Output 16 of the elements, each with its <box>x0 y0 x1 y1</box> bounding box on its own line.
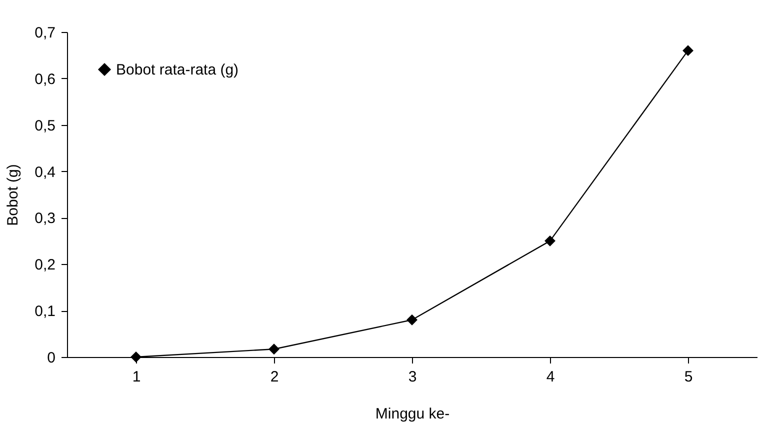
x-tick-label: 2 <box>270 368 279 386</box>
y-axis-title: Bobot (g) <box>4 164 22 226</box>
y-tick-label: 0,2 <box>34 256 56 274</box>
y-tick-label: 0 <box>47 350 56 366</box>
x-tick-label: 1 <box>132 368 141 386</box>
x-tick-label: 4 <box>546 368 555 386</box>
y-tick-label: 0,7 <box>34 24 56 42</box>
x-tick-label: 5 <box>684 368 693 386</box>
x-tick-label: 3 <box>408 368 417 386</box>
x-axis-title: Minggu ke- <box>375 406 450 422</box>
y-tick-label: 0,4 <box>34 164 56 181</box>
y-tick-label: 0,6 <box>34 70 56 88</box>
y-tick-label: 0,3 <box>34 210 56 228</box>
y-tick-label: 0,5 <box>34 117 56 134</box>
y-tick-label: 0,1 <box>34 303 56 320</box>
legend-label: Bobot rata-rata (g) <box>116 62 239 78</box>
